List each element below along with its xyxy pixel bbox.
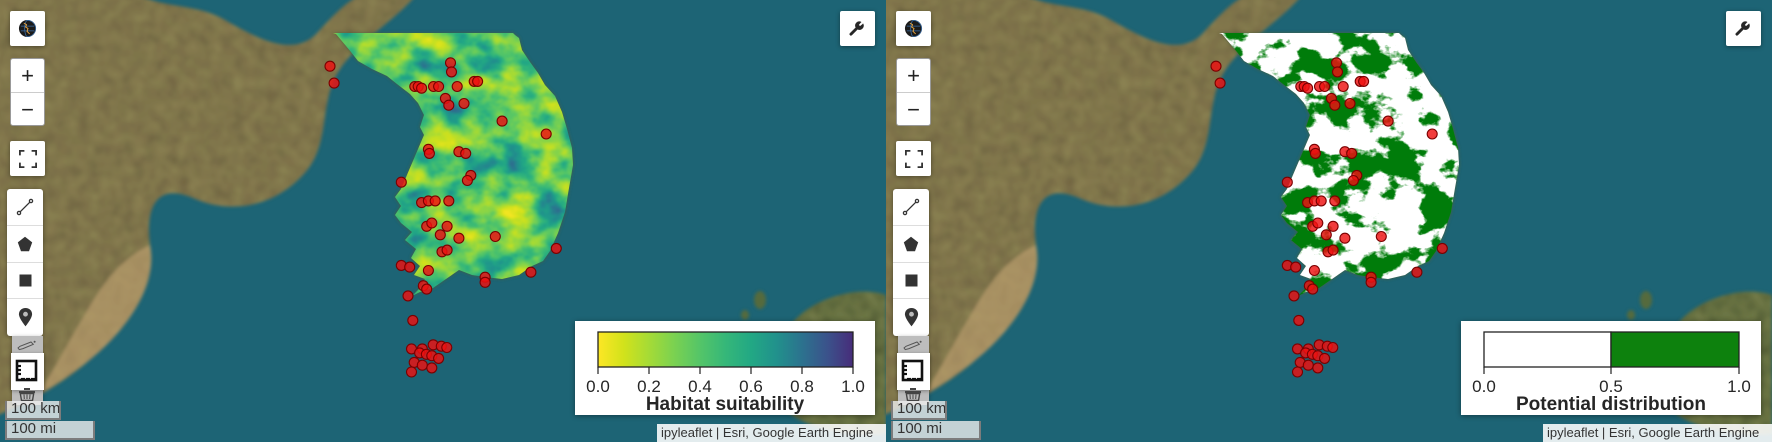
svg-text:1.0: 1.0 [1727,377,1751,396]
svg-text:1.0: 1.0 [841,377,865,396]
svg-text:0.0: 0.0 [586,377,610,396]
svg-text:Potential distribution: Potential distribution [1516,394,1706,415]
svg-text:0.0: 0.0 [1472,377,1496,396]
svg-text:Habitat suitability: Habitat suitability [646,394,805,415]
